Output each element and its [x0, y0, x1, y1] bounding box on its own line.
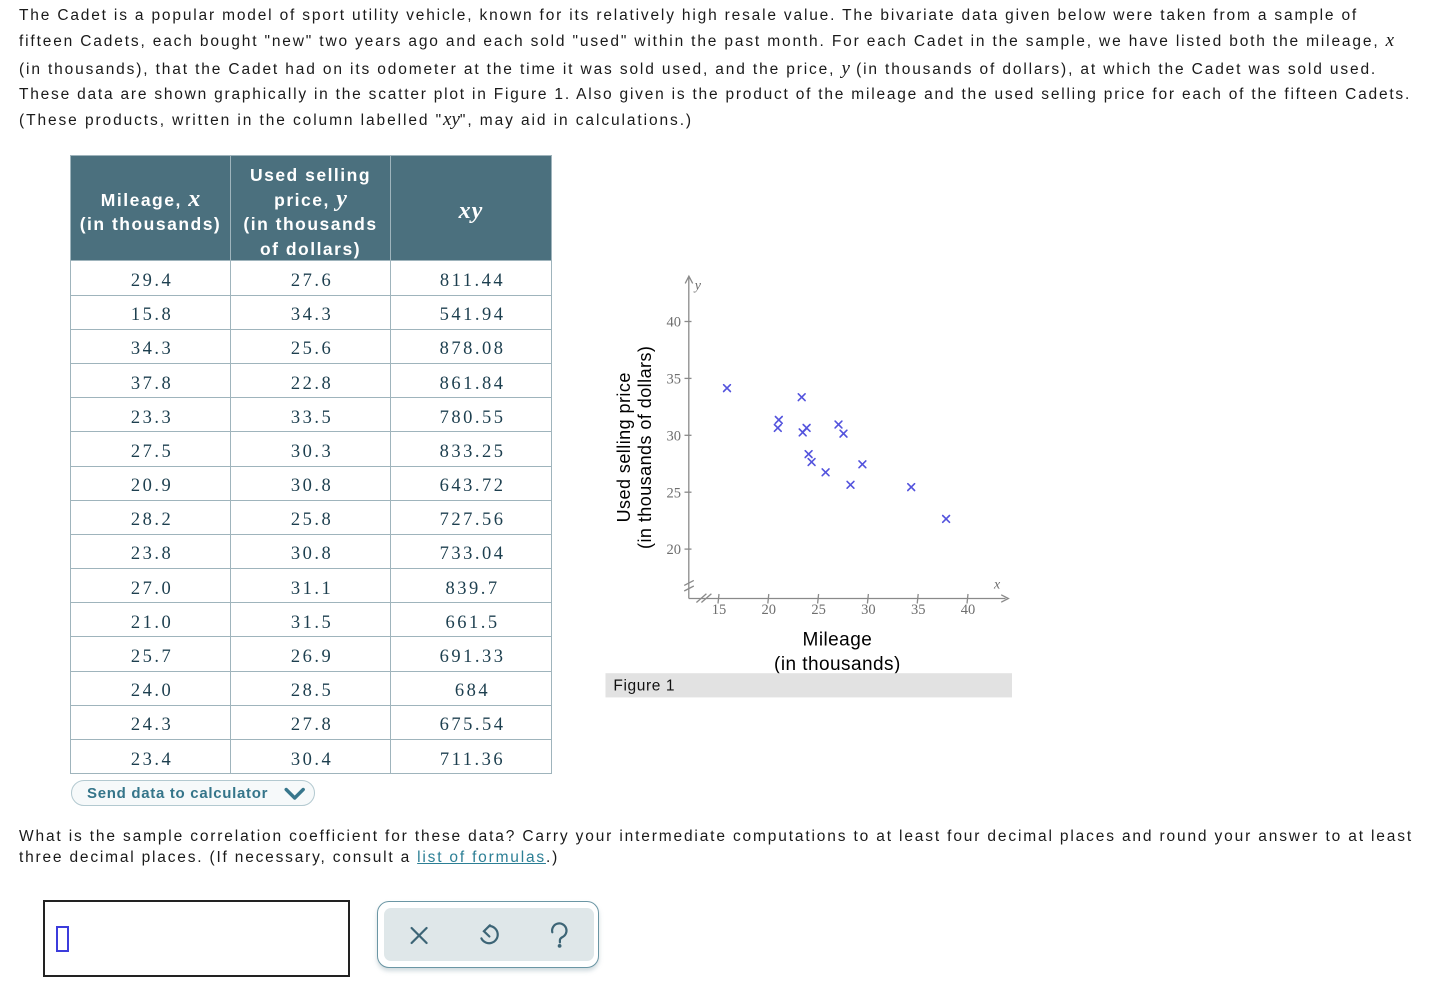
svg-text:20: 20 — [667, 542, 682, 558]
svg-text:25: 25 — [811, 602, 826, 618]
svg-text:y: y — [693, 279, 702, 294]
svg-text:40: 40 — [961, 602, 976, 618]
svg-text:40: 40 — [667, 315, 682, 331]
svg-text:35: 35 — [667, 372, 682, 388]
svg-text:30: 30 — [861, 602, 876, 618]
svg-text:20: 20 — [762, 602, 777, 618]
svg-text:Used selling price: Used selling price — [614, 372, 634, 522]
svg-text:35: 35 — [911, 602, 926, 618]
svg-text:(in thousands of dollars): (in thousands of dollars) — [635, 346, 655, 549]
svg-text:30: 30 — [667, 428, 682, 444]
svg-text:25: 25 — [667, 485, 682, 501]
svg-text:Mileage: Mileage — [803, 629, 873, 650]
svg-text:(in thousands): (in thousands) — [774, 654, 901, 675]
svg-text:Figure 1: Figure 1 — [613, 678, 675, 695]
svg-text:15: 15 — [712, 602, 727, 618]
svg-text:x: x — [993, 578, 1001, 593]
